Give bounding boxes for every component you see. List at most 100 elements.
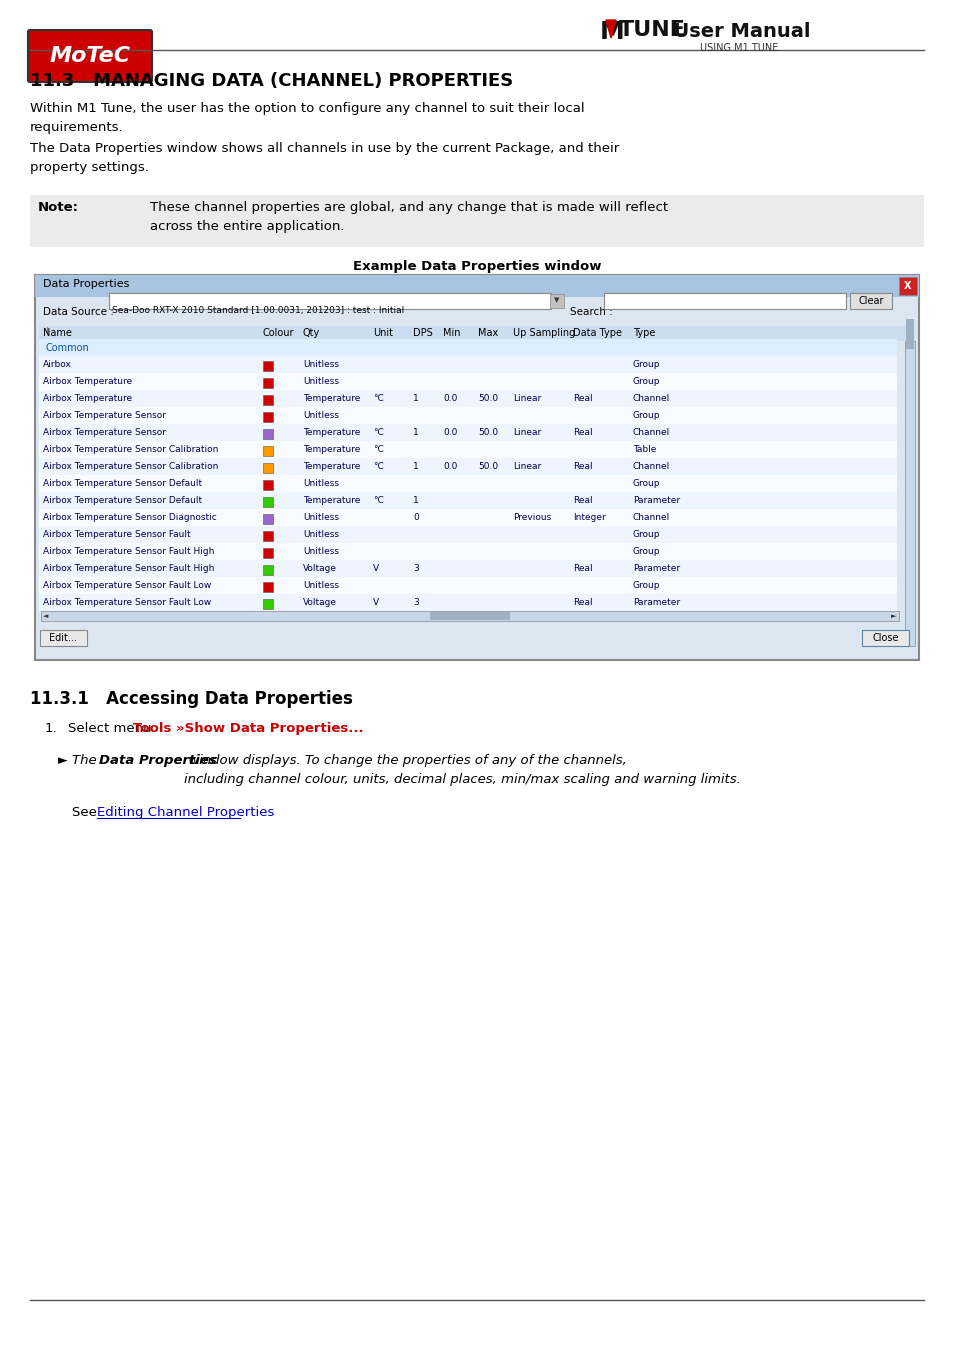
Bar	[39, 424, 896, 441]
Text: V: V	[373, 564, 378, 572]
Text: Real: Real	[573, 462, 592, 471]
Text: Airbox Temperature Sensor: Airbox Temperature Sensor	[43, 428, 166, 437]
Text: Unitless: Unitless	[303, 410, 338, 420]
Text: Unit: Unit	[373, 328, 393, 338]
Bar	[39, 509, 896, 526]
Text: 0.0: 0.0	[442, 428, 456, 437]
Bar	[263, 566, 273, 575]
Text: Temperature: Temperature	[303, 462, 360, 471]
Bar	[39, 458, 896, 475]
Bar	[39, 576, 896, 594]
Bar	[263, 429, 273, 439]
Text: 1.: 1.	[45, 722, 57, 734]
Text: Airbox Temperature Sensor Default: Airbox Temperature Sensor Default	[43, 479, 202, 487]
Text: ►: ►	[58, 755, 68, 767]
Text: Clear: Clear	[858, 296, 882, 306]
Text: Note:: Note:	[38, 201, 79, 215]
Text: Unitless: Unitless	[303, 547, 338, 556]
Bar	[263, 599, 273, 609]
FancyBboxPatch shape	[109, 293, 551, 309]
Text: Airbox Temperature Sensor Fault Low: Airbox Temperature Sensor Fault Low	[43, 598, 211, 608]
Bar	[905, 319, 913, 350]
Bar	[39, 441, 896, 458]
Text: Group: Group	[633, 360, 659, 369]
Bar	[35, 275, 918, 297]
Text: Temperature: Temperature	[303, 394, 360, 404]
Bar	[263, 582, 273, 593]
Bar	[39, 356, 896, 373]
Text: 0: 0	[413, 513, 418, 522]
Text: DPS: DPS	[413, 328, 433, 338]
Text: Tools »Show Data Properties...: Tools »Show Data Properties...	[132, 722, 363, 734]
Text: Airbox Temperature Sensor Calibration: Airbox Temperature Sensor Calibration	[43, 462, 218, 471]
Text: The: The	[71, 755, 101, 767]
Bar	[263, 497, 273, 508]
Text: Data Type: Data Type	[573, 328, 621, 338]
Text: Voltage: Voltage	[303, 564, 336, 572]
Text: Group: Group	[633, 580, 659, 590]
Bar	[550, 294, 563, 308]
Text: Parameter: Parameter	[633, 598, 679, 608]
Text: Linear: Linear	[513, 394, 540, 404]
Text: Unitless: Unitless	[303, 377, 338, 386]
Text: 3: 3	[413, 598, 418, 608]
Bar	[263, 481, 273, 490]
Text: Editing Channel Properties: Editing Channel Properties	[97, 806, 274, 819]
Text: M: M	[599, 20, 624, 45]
Bar	[39, 491, 896, 509]
Text: See: See	[71, 806, 101, 819]
Bar	[904, 342, 914, 647]
FancyBboxPatch shape	[40, 630, 87, 647]
Bar	[263, 463, 273, 472]
Text: ◄: ◄	[43, 613, 49, 620]
Text: Search :: Search :	[569, 306, 612, 317]
Text: Airbox Temperature Sensor Default: Airbox Temperature Sensor Default	[43, 495, 202, 505]
FancyBboxPatch shape	[603, 293, 845, 309]
Text: Example Data Properties window: Example Data Properties window	[353, 261, 600, 273]
Text: Parameter: Parameter	[633, 564, 679, 572]
Bar	[39, 339, 896, 356]
Bar	[39, 594, 896, 612]
Text: Real: Real	[573, 394, 592, 404]
Text: Previous: Previous	[513, 513, 551, 522]
Bar	[263, 412, 273, 423]
Text: Airbox Temperature: Airbox Temperature	[43, 377, 132, 386]
Text: Integer: Integer	[573, 513, 605, 522]
Text: X: X	[903, 281, 911, 292]
FancyBboxPatch shape	[35, 275, 918, 660]
Text: MoTeC: MoTeC	[50, 46, 131, 66]
Bar	[39, 526, 896, 543]
Bar	[430, 612, 510, 620]
Text: Real: Real	[573, 564, 592, 572]
Text: Unitless: Unitless	[303, 479, 338, 487]
Text: Close: Close	[872, 633, 899, 643]
Text: Within M1 Tune, the user has the option to configure any channel to suit their l: Within M1 Tune, the user has the option …	[30, 103, 584, 134]
Text: 50.0: 50.0	[477, 462, 497, 471]
Text: °C: °C	[373, 462, 383, 471]
Text: Channel: Channel	[633, 428, 670, 437]
Text: Max: Max	[477, 328, 497, 338]
Text: Temperature: Temperature	[303, 428, 360, 437]
Text: ↓: ↓	[43, 325, 50, 335]
Bar	[41, 612, 898, 621]
Text: 11.3.1   Accessing Data Properties: 11.3.1 Accessing Data Properties	[30, 690, 353, 707]
Text: Group: Group	[633, 531, 659, 539]
Text: Parameter: Parameter	[633, 495, 679, 505]
Text: Data Source :: Data Source :	[43, 306, 113, 317]
Text: Group: Group	[633, 547, 659, 556]
Text: User Manual: User Manual	[659, 22, 810, 40]
Text: ▼: ▼	[554, 297, 559, 302]
Text: Airbox Temperature Sensor: Airbox Temperature Sensor	[43, 410, 166, 420]
Bar	[263, 531, 273, 541]
Text: Airbox Temperature: Airbox Temperature	[43, 394, 132, 404]
Text: 3: 3	[413, 564, 418, 572]
Text: Min: Min	[442, 328, 460, 338]
Text: Real: Real	[573, 598, 592, 608]
Bar	[263, 446, 273, 456]
Text: Temperature: Temperature	[303, 495, 360, 505]
Text: V: V	[373, 598, 378, 608]
Text: Channel: Channel	[633, 394, 670, 404]
Text: Airbox Temperature Sensor Fault: Airbox Temperature Sensor Fault	[43, 531, 191, 539]
Text: .: .	[240, 806, 244, 819]
Text: Common: Common	[45, 343, 89, 352]
